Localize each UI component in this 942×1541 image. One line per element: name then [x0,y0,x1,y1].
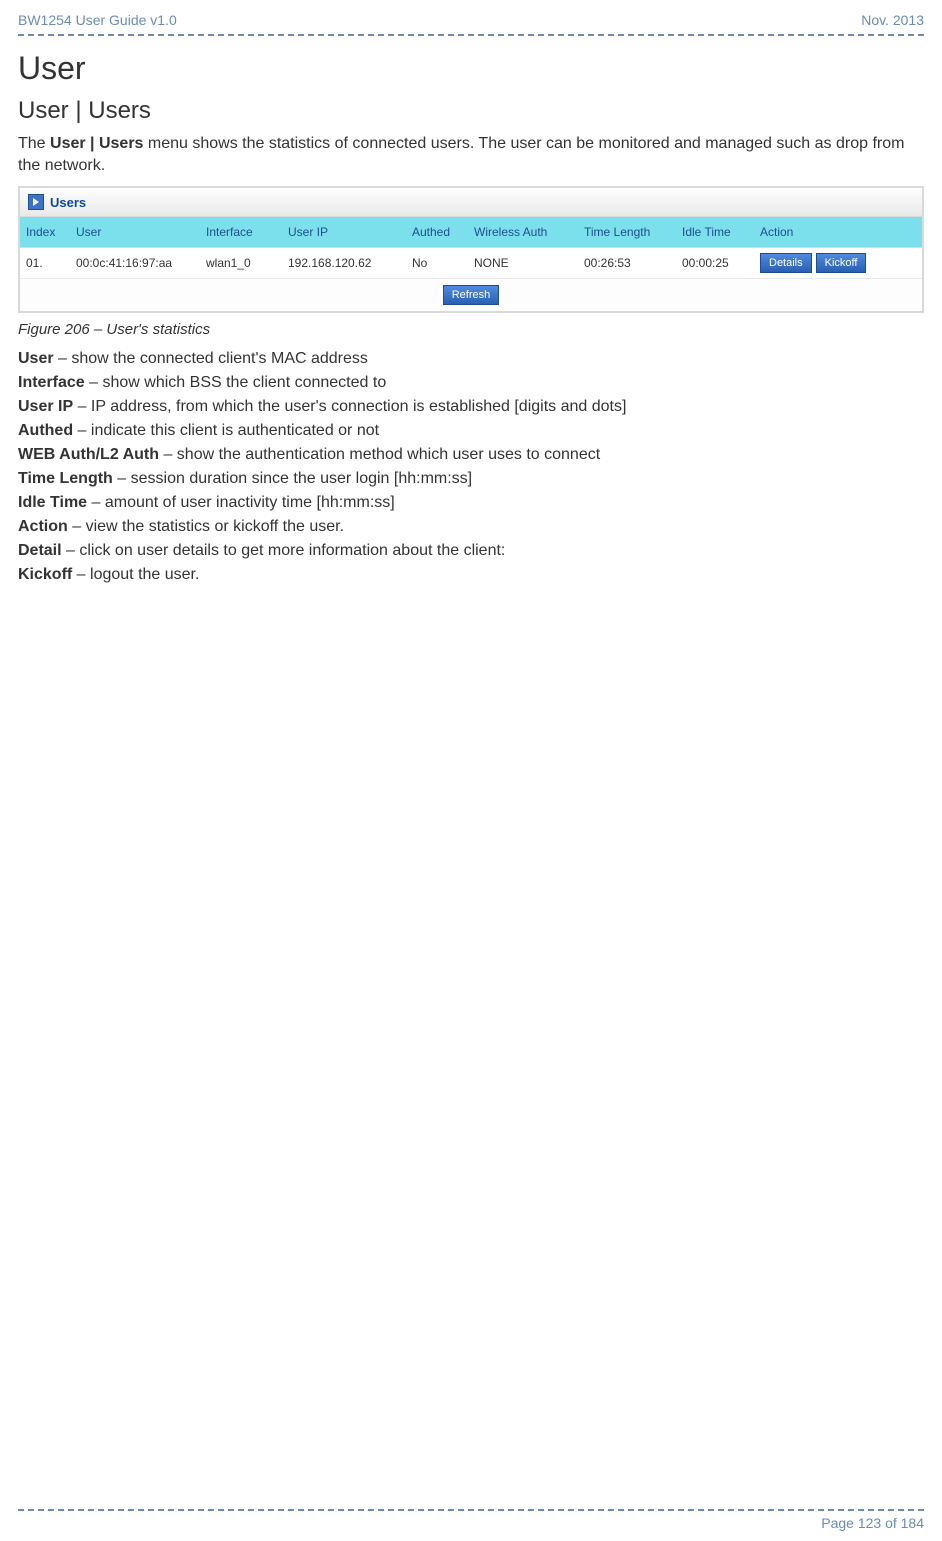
definition-term: User IP [18,398,73,415]
page-title: User [18,50,924,87]
header-right: Nov. 2013 [861,12,924,28]
definition-desc: – show which BSS the client connected to [85,374,387,391]
definition-desc: – IP address, from which the user's conn… [73,398,626,415]
intro-prefix: The [18,135,50,152]
col-action: Action [756,217,922,247]
users-panel: Users Index User Interface User IP Authe… [18,186,924,313]
cell-authed: No [406,248,468,278]
cell-user: 00:0c:41:16:97:aa [70,248,200,278]
header-divider [18,34,924,36]
definition-line: User – show the connected client's MAC a… [18,350,924,368]
definition-line: User IP – IP address, from which the use… [18,398,924,416]
definition-line: Authed – indicate this client is authent… [18,422,924,440]
page-footer: Page 123 of 184 [18,1509,924,1531]
definition-desc: – indicate this client is authenticated … [73,422,379,439]
definition-line: Interface – show which BSS the client co… [18,374,924,392]
kickoff-button[interactable]: Kickoff [816,253,867,273]
section-subtitle: User | Users [18,97,924,125]
definition-line: Idle Time – amount of user inactivity ti… [18,494,924,512]
definition-term: Interface [18,374,85,391]
definition-line: Kickoff – logout the user. [18,566,924,584]
definition-desc: – view the statistics or kickoff the use… [68,518,344,535]
definition-desc: – show the connected client's MAC addres… [54,350,368,367]
page-number: Page 123 of 184 [18,1515,924,1531]
table-row: 01. 00:0c:41:16:97:aa wlan1_0 192.168.12… [20,248,922,279]
col-idle-time: Idle Time [676,217,756,247]
definition-line: Time Length – session duration since the… [18,470,924,488]
users-table: Index User Interface User IP Authed Wire… [20,217,922,311]
definition-desc: – logout the user. [72,566,199,583]
footer-divider [18,1509,924,1511]
col-user-ip: User IP [282,217,406,247]
intro-paragraph: The User | Users menu shows the statisti… [18,133,924,176]
cell-time-length: 00:26:53 [578,248,676,278]
col-time-length: Time Length [578,217,676,247]
definition-desc: – click on user details to get more info… [62,542,506,559]
users-table-header: Index User Interface User IP Authed Wire… [20,217,922,248]
details-button[interactable]: Details [760,253,812,273]
col-authed: Authed [406,217,468,247]
cell-ip: 192.168.120.62 [282,248,406,278]
figure-caption: Figure 206 – User's statistics [18,321,924,338]
refresh-row: Refresh [20,279,922,311]
arrow-right-icon [28,194,44,210]
intro-bold: User | Users [50,135,143,152]
definition-term: Authed [18,422,73,439]
col-index: Index [20,217,70,247]
refresh-button[interactable]: Refresh [443,285,500,305]
definition-desc: – session duration since the user login … [113,470,472,487]
definition-term: WEB Auth/L2 Auth [18,446,159,463]
cell-wireless-auth: NONE [468,248,578,278]
header-left: BW1254 User Guide v1.0 [18,12,177,28]
definition-line: Action – view the statistics or kickoff … [18,518,924,536]
cell-action: Details Kickoff [756,248,922,278]
definition-term: User [18,350,54,367]
definition-term: Kickoff [18,566,72,583]
definition-term: Idle Time [18,494,87,511]
page-header: BW1254 User Guide v1.0 Nov. 2013 [18,12,924,28]
col-user: User [70,217,200,247]
page-container: BW1254 User Guide v1.0 Nov. 2013 User Us… [0,0,942,1541]
cell-idle-time: 00:00:25 [676,248,756,278]
col-interface: Interface [200,217,282,247]
cell-index: 01. [20,248,70,278]
definition-term: Detail [18,542,62,559]
intro-rest: menu shows the statistics of connected u… [18,135,904,174]
definition-desc: – amount of user inactivity time [hh:mm:… [87,494,395,511]
col-wireless-auth: Wireless Auth [468,217,578,247]
users-panel-title: Users [20,188,922,217]
definition-term: Action [18,518,68,535]
definition-term: Time Length [18,470,113,487]
users-panel-title-text: Users [50,195,86,210]
cell-interface: wlan1_0 [200,248,282,278]
definition-desc: – show the authentication method which u… [159,446,600,463]
definition-line: Detail – click on user details to get mo… [18,542,924,560]
definition-line: WEB Auth/L2 Auth – show the authenticati… [18,446,924,464]
